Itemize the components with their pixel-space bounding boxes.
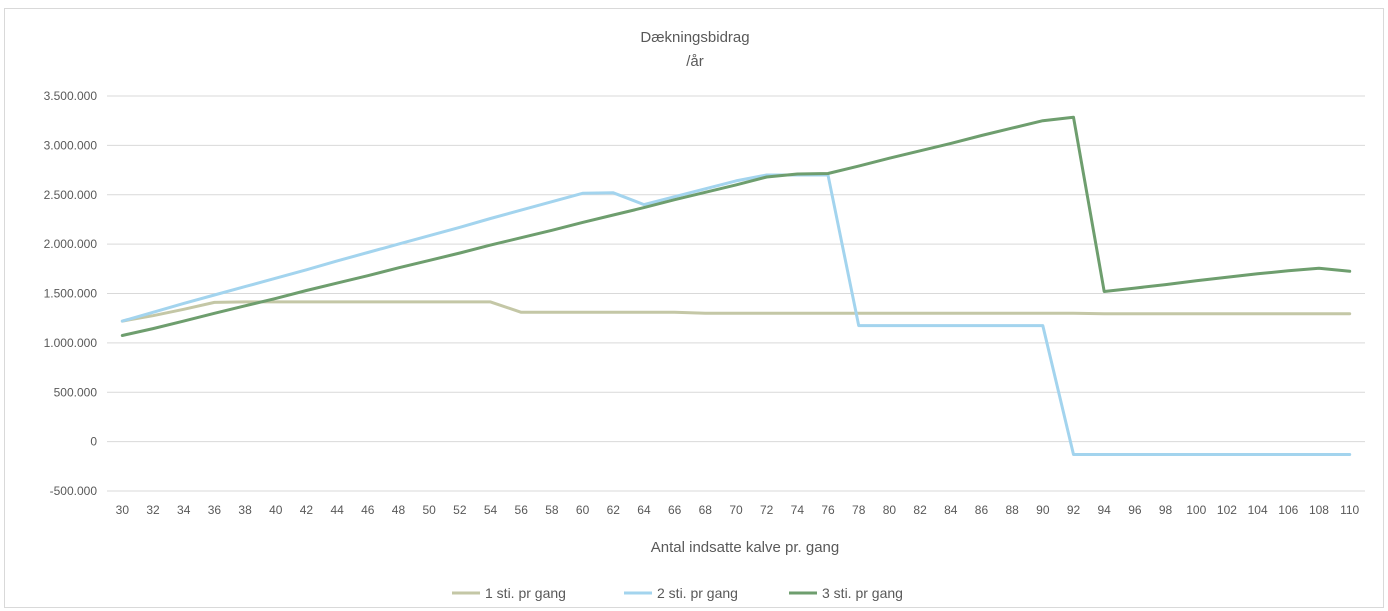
x-tick-label: 108: [1309, 503, 1329, 517]
chart-subtitle: /år: [686, 53, 704, 70]
series-line-3: [120, 115, 1352, 337]
x-tick-label: 44: [330, 503, 344, 517]
x-tick-label: 58: [545, 503, 559, 517]
x-tick-label: 76: [821, 503, 835, 517]
x-tick-label: 38: [238, 503, 252, 517]
gridlines: [107, 95, 1365, 492]
x-tick-label: 60: [576, 503, 590, 517]
x-tick-label: 102: [1217, 503, 1237, 517]
chart-title: Dækningsbidrag: [640, 29, 749, 46]
y-tick-label: 2.000.000: [44, 237, 98, 251]
x-tick-label: 46: [361, 503, 375, 517]
x-tick-label: 36: [208, 503, 222, 517]
y-tick-label: 0: [90, 435, 97, 449]
x-tick-label: 50: [422, 503, 436, 517]
y-tick-label: 3.500.000: [44, 89, 98, 103]
legend: 1 sti. pr gang 2 sti. pr gang 3 sti. pr ga…: [452, 585, 903, 601]
x-tick-label: 78: [852, 503, 866, 517]
x-tick-label: 64: [637, 503, 651, 517]
series-line-2: [120, 173, 1352, 456]
x-tick-label: 98: [1159, 503, 1173, 517]
x-tick-label: 42: [300, 503, 314, 517]
x-tick-label: 48: [392, 503, 406, 517]
x-tick-label: 110: [1340, 503, 1359, 517]
x-tick-label: 96: [1128, 503, 1142, 517]
x-axis-title: Antal indsatte kalve pr. gang: [651, 539, 839, 556]
y-tick-label: 2.500.000: [44, 188, 98, 202]
series-lines: [120, 115, 1352, 456]
x-tick-label: 68: [699, 503, 713, 517]
x-tick-label: 94: [1098, 503, 1112, 517]
x-tick-label: 32: [146, 503, 160, 517]
y-tick-label: 3.000.000: [44, 138, 98, 152]
x-tick-label: 106: [1278, 503, 1298, 517]
x-tick-label: 80: [883, 503, 897, 517]
legend-label-2: 2 sti. pr gang: [657, 585, 738, 601]
x-tick-label: 84: [944, 503, 958, 517]
x-tick-label: 70: [729, 503, 743, 517]
x-tick-label: 66: [668, 503, 682, 517]
x-axis-ticks: 30 32 34 36 38 40 42 44 46 48 50 52 54 56 58 60 62 64 66 68…: [116, 503, 1360, 517]
x-tick-label: 30: [116, 503, 130, 517]
line-chart: Dækningsbidrag /år -500.000 0 500.000 1.000…: [44, 29, 1365, 601]
legend-label-1: 1 sti. pr gang: [485, 585, 566, 601]
x-tick-label: 74: [791, 503, 805, 517]
y-tick-label: -500.000: [50, 484, 98, 498]
x-tick-label: 40: [269, 503, 283, 517]
x-tick-label: 54: [484, 503, 498, 517]
y-tick-label: 500.000: [54, 385, 98, 399]
x-tick-label: 100: [1186, 503, 1206, 517]
series-line-1: [120, 300, 1352, 323]
x-tick-label: 72: [760, 503, 774, 517]
x-tick-label: 90: [1036, 503, 1050, 517]
x-tick-label: 34: [177, 503, 191, 517]
y-tick-label: 1.500.000: [44, 287, 98, 301]
x-tick-label: 62: [607, 503, 621, 517]
x-tick-label: 88: [1005, 503, 1019, 517]
y-axis-ticks: -500.000 0 500.000 1.000.000 1.500.000 2.000.…: [44, 89, 98, 498]
y-tick-label: 1.000.000: [44, 336, 98, 350]
x-tick-label: 82: [913, 503, 927, 517]
x-tick-label: 92: [1067, 503, 1081, 517]
chart-frame: Dækningsbidrag /år -500.000 0 500.000 1.000…: [4, 8, 1384, 608]
x-tick-label: 104: [1248, 503, 1268, 517]
x-tick-label: 86: [975, 503, 989, 517]
legend-label-3: 3 sti. pr gang: [822, 585, 903, 601]
x-tick-label: 56: [515, 503, 529, 517]
x-tick-label: 52: [453, 503, 467, 517]
